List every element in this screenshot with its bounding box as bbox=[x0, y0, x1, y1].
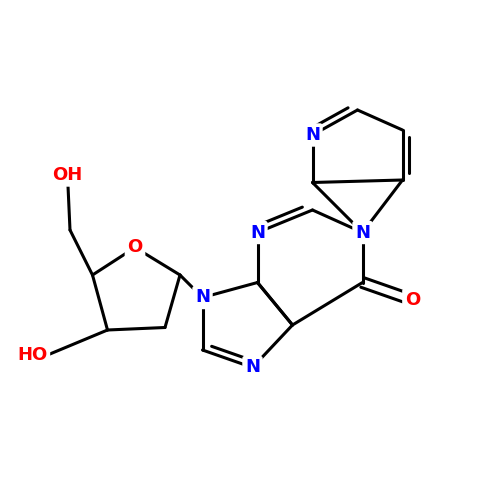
Text: N: N bbox=[305, 126, 320, 144]
Text: O: O bbox=[405, 291, 420, 309]
Text: HO: HO bbox=[17, 346, 48, 364]
Text: N: N bbox=[195, 288, 210, 306]
Text: OH: OH bbox=[52, 166, 82, 184]
Text: N: N bbox=[250, 224, 265, 242]
Text: N: N bbox=[355, 224, 370, 242]
Text: N: N bbox=[245, 358, 260, 376]
Text: O: O bbox=[128, 238, 142, 256]
